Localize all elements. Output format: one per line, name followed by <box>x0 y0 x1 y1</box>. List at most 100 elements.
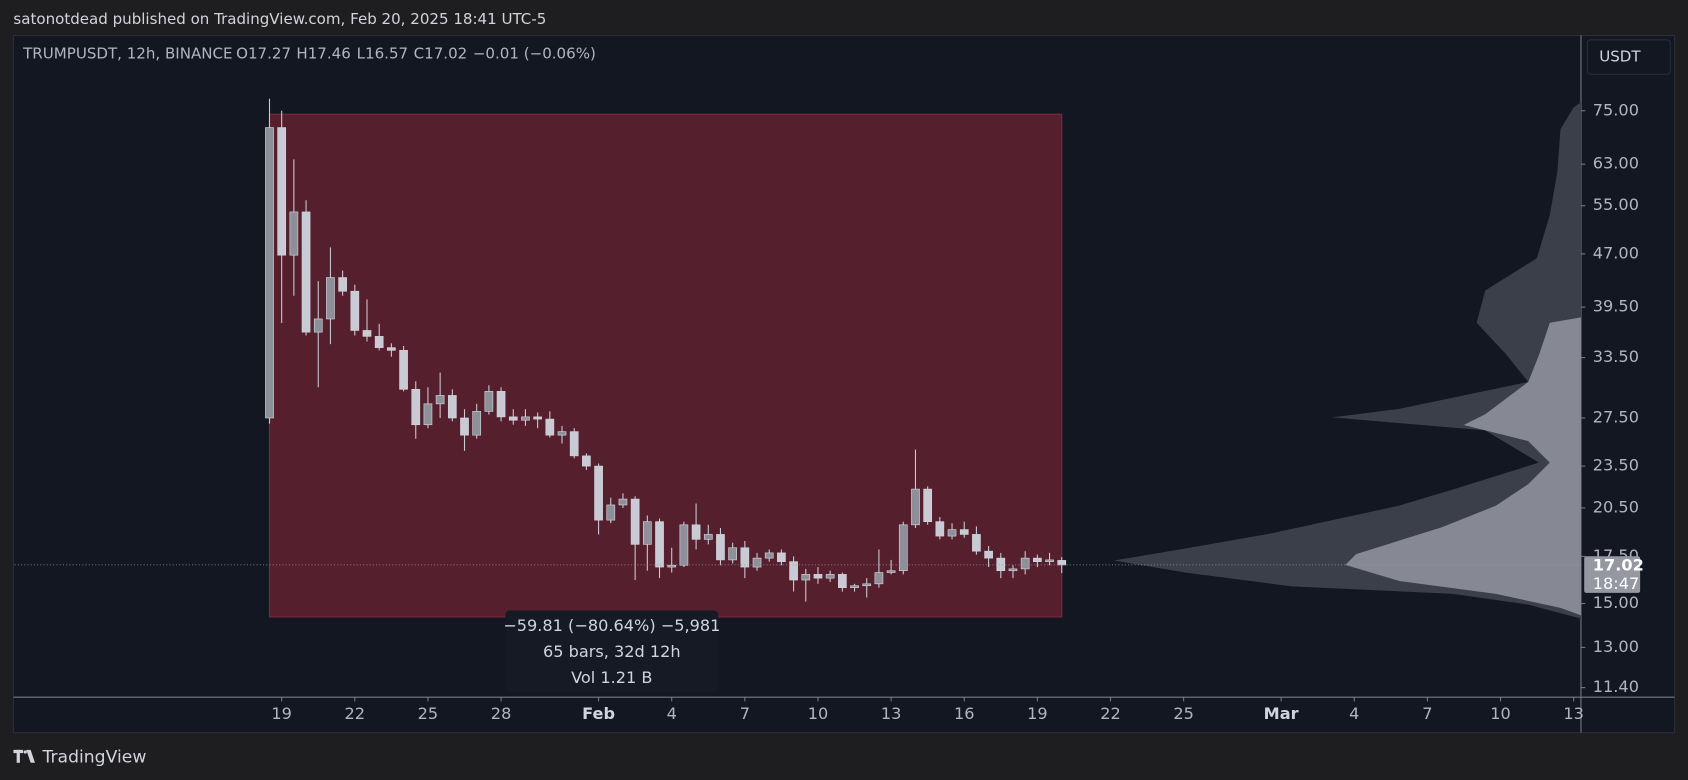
y-tick-label: 13.00 <box>1593 637 1639 656</box>
candle-body <box>569 431 579 457</box>
candle-body <box>923 488 933 522</box>
last-price-label: 17.02 <box>1593 555 1644 574</box>
candle-body <box>996 557 1006 572</box>
candle-body <box>850 585 859 588</box>
candle-body <box>789 561 798 581</box>
candle-body <box>460 417 469 436</box>
candle-body <box>387 347 396 351</box>
x-tick-label: 10 <box>1490 704 1511 723</box>
candle-body <box>1057 560 1067 566</box>
y-tick-label: 23.50 <box>1593 456 1639 475</box>
candle-body <box>545 418 555 436</box>
currency[interactable]: USDT <box>1599 48 1641 66</box>
candle-body <box>582 455 591 467</box>
y-tick-label: 63.00 <box>1593 154 1639 173</box>
measure-info <box>505 610 719 693</box>
x-tick-label: 7 <box>740 704 750 723</box>
footer-brand: TradingView <box>41 747 146 767</box>
candle-body <box>411 388 421 426</box>
y-tick-label: 55.00 <box>1593 195 1639 214</box>
candle-body <box>265 127 274 419</box>
candle-body <box>984 550 993 559</box>
y-tick-label: 47.00 <box>1593 243 1639 262</box>
x-tick-label: 4 <box>667 704 677 723</box>
candle-body <box>838 574 847 588</box>
x-tick-label: 10 <box>808 704 829 723</box>
candle-body <box>691 524 701 540</box>
candle-body <box>313 318 323 333</box>
candle-body <box>935 521 945 537</box>
legend-symbol: TRUMPUSDT, 12h, BINANCE <box>22 44 232 62</box>
x-tick-label: 25 <box>418 704 439 723</box>
candle-body <box>947 529 957 537</box>
candle-body <box>277 127 287 256</box>
candle-body <box>752 557 762 568</box>
x-tick-label: 22 <box>345 704 366 723</box>
footer-logo <box>13 749 35 763</box>
legend-open: O17.27 <box>236 44 291 62</box>
candle-body <box>447 395 457 419</box>
candle-body <box>801 574 811 581</box>
last-price-tag <box>1584 556 1641 593</box>
candle-body <box>972 534 981 552</box>
y-tick-label: 33.50 <box>1593 347 1639 366</box>
candle-body <box>813 574 823 579</box>
candle-body <box>1020 557 1030 570</box>
candle-body <box>496 391 506 418</box>
candle-body <box>472 411 482 436</box>
candle-body <box>484 391 494 412</box>
candle-body <box>679 524 689 566</box>
candle-body <box>338 277 347 292</box>
candles <box>265 98 1067 602</box>
measure-box <box>268 113 1063 618</box>
x-tick-label: 25 <box>1173 704 1194 723</box>
candle-body <box>399 350 408 390</box>
legend-high: H17.46 <box>296 44 350 62</box>
y-tick-label: 11.40 <box>1593 677 1639 696</box>
candle-body <box>728 547 737 561</box>
x-tick-label: 16 <box>954 704 975 723</box>
y-tick-label: 27.50 <box>1593 407 1639 426</box>
candle-body <box>911 488 920 526</box>
candle-body <box>667 564 677 568</box>
candle-body <box>301 211 311 333</box>
candle-body <box>1033 557 1042 562</box>
measure-line3: Vol 1.21 B <box>571 668 652 687</box>
candle-body <box>703 534 713 540</box>
y-tick-label: 39.50 <box>1593 297 1639 316</box>
candle-body <box>374 336 384 348</box>
x-tick-label: 28 <box>491 704 512 723</box>
volume-profile-outer <box>1114 102 1581 619</box>
x-tick-label: 7 <box>1422 704 1432 723</box>
candle-body <box>350 290 360 331</box>
candle-body <box>777 552 786 562</box>
legend-close: C17.02 <box>414 44 468 62</box>
candle-body <box>886 570 896 573</box>
candle-body <box>557 431 567 436</box>
candle-body <box>862 583 872 587</box>
x-tick-label: 4 <box>1349 704 1359 723</box>
published-note: satonotdead published on TradingView.com… <box>13 10 546 28</box>
x-tick-label: 13 <box>1563 704 1584 723</box>
x-tick-label: Mar <box>1264 704 1299 723</box>
candle-body <box>959 529 969 535</box>
candle-body <box>289 211 299 256</box>
candle-body <box>740 547 750 568</box>
candle-body <box>618 498 628 506</box>
candle-body <box>423 403 433 426</box>
measure-line2: 65 bars, 32d 12h <box>543 642 681 661</box>
y-tick-label: 15.00 <box>1593 593 1639 612</box>
x-tick-label: Feb <box>582 704 615 723</box>
candle-body <box>326 277 335 320</box>
legend-low: L16.57 <box>357 44 408 62</box>
volume-profile-inner <box>1345 317 1581 616</box>
currency-button[interactable] <box>1586 39 1671 75</box>
y-tick-label: 75.00 <box>1593 100 1639 119</box>
candle-body <box>533 416 542 420</box>
candle-body <box>594 465 603 521</box>
candle-body <box>655 521 664 568</box>
x-tick-label: 19 <box>1027 704 1048 723</box>
x-tick-label: 19 <box>271 704 292 723</box>
countdown-label: 18:47 <box>1593 574 1639 593</box>
